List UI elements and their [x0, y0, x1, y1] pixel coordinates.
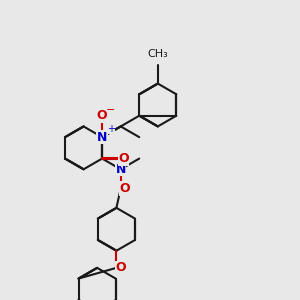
Text: +: +	[107, 124, 115, 134]
Text: O: O	[118, 152, 129, 165]
Text: O: O	[97, 109, 107, 122]
Text: −: −	[106, 105, 116, 116]
Text: O: O	[120, 182, 130, 195]
Text: N: N	[116, 163, 126, 176]
Text: O: O	[116, 261, 126, 274]
Text: CH₃: CH₃	[147, 49, 168, 59]
Text: N: N	[97, 130, 107, 144]
